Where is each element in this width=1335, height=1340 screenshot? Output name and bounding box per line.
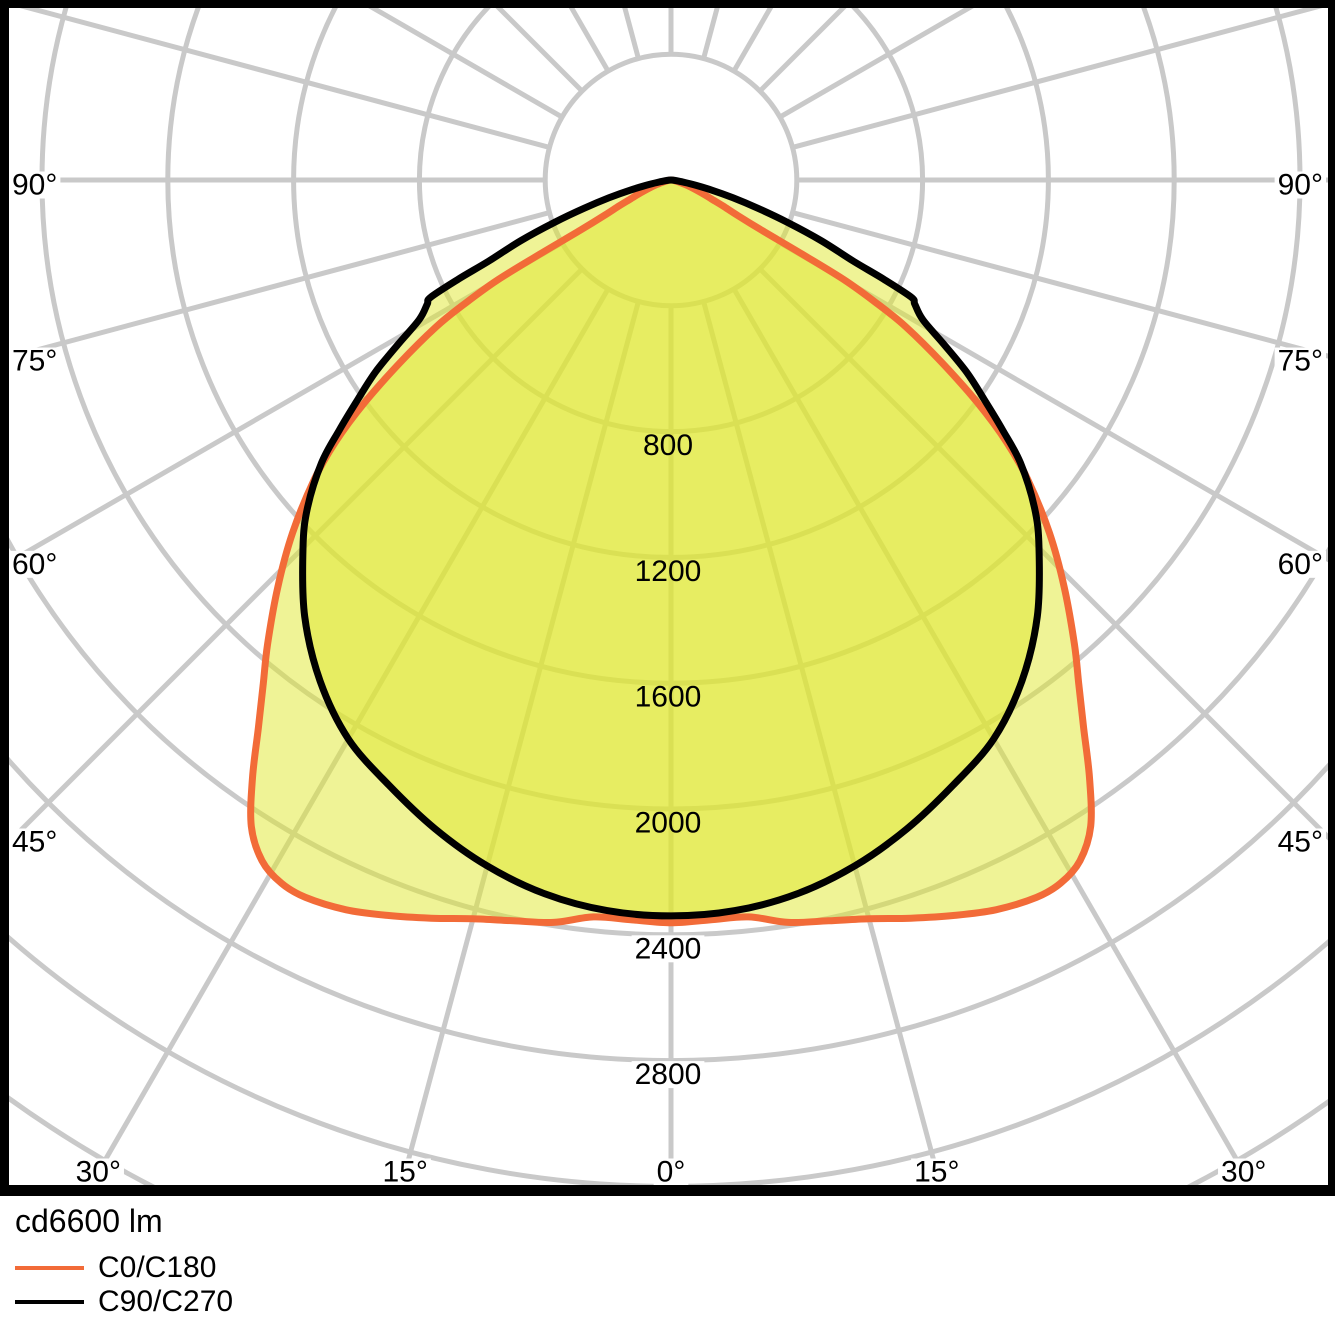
angle-label-right-75-text: 75°: [1278, 345, 1323, 378]
angle-label-right-60: 60°: [1275, 548, 1326, 581]
ring-label-2400: 2400: [632, 932, 705, 965]
angle-label-bottom-4-text: 30°: [1221, 1156, 1266, 1189]
ring-label-2000: 2000: [635, 807, 702, 840]
angle-label-right-60-text: 60°: [1278, 548, 1323, 581]
ring-label-2800: 2800: [632, 1058, 705, 1091]
ring-label-2400-text: 2400: [635, 932, 702, 965]
angle-label-bottom-2-text: 0°: [657, 1156, 686, 1189]
grid-radial-210: [0, 0, 608, 71]
angle-label-right-45-text: 45°: [1278, 826, 1323, 859]
angle-label-left-90: 90°: [9, 169, 60, 202]
angle-label-right-45: 45°: [1275, 826, 1326, 859]
ring-label-1200: 1200: [635, 555, 702, 588]
chart-title: cd6600 lm: [15, 1204, 163, 1238]
angle-label-bottom-2: 0°: [654, 1156, 689, 1189]
ring-label-2800-text: 2800: [635, 1058, 702, 1091]
legend-label-c90-c270: C90/C270: [98, 1285, 233, 1319]
grid-radial-255: [0, 0, 550, 147]
ring-label-800-text: 800: [643, 429, 693, 462]
angle-label-bottom-1-text: 15°: [383, 1156, 428, 1189]
angle-label-bottom-3-text: 15°: [914, 1156, 959, 1189]
legend-item-c0-c180: C0/C180: [15, 1252, 216, 1284]
angle-label-left-45: 45°: [9, 826, 60, 859]
angle-label-left-75-text: 75°: [12, 345, 57, 378]
legend-label-c0-c180: C0/C180: [98, 1251, 216, 1285]
angle-label-bottom-4: 30°: [1218, 1156, 1269, 1189]
legend-swatch-c90-c270: [15, 1300, 84, 1304]
grid-radial-150: [734, 0, 1335, 71]
angle-label-left-75: 75°: [9, 345, 60, 378]
angle-label-right-75: 75°: [1275, 345, 1326, 378]
ring-label-2000-text: 2000: [635, 807, 702, 840]
legend-swatch-c0-c180: [15, 1266, 84, 1270]
angle-label-bottom-1: 15°: [380, 1156, 431, 1189]
angle-label-right-90: 90°: [1275, 169, 1326, 202]
angle-label-left-60: 60°: [9, 548, 60, 581]
angle-label-left-60-text: 60°: [12, 548, 57, 581]
grid-radial-105: [793, 0, 1335, 147]
angle-label-left-90-text: 90°: [12, 169, 57, 202]
ring-label-1600-text: 1600: [635, 681, 702, 714]
ring-label-1200-text: 1200: [635, 555, 702, 588]
ring-label-800: 800: [643, 429, 693, 462]
legend-item-c90-c270: C90/C270: [15, 1286, 233, 1318]
angle-label-right-90-text: 90°: [1278, 169, 1323, 202]
angle-label-bottom-0-text: 30°: [76, 1156, 121, 1189]
angle-label-bottom-3: 15°: [911, 1156, 962, 1189]
angle-label-left-45-text: 45°: [12, 826, 57, 859]
angle-label-bottom-0: 30°: [73, 1156, 124, 1189]
ring-label-1600: 1600: [635, 681, 702, 714]
